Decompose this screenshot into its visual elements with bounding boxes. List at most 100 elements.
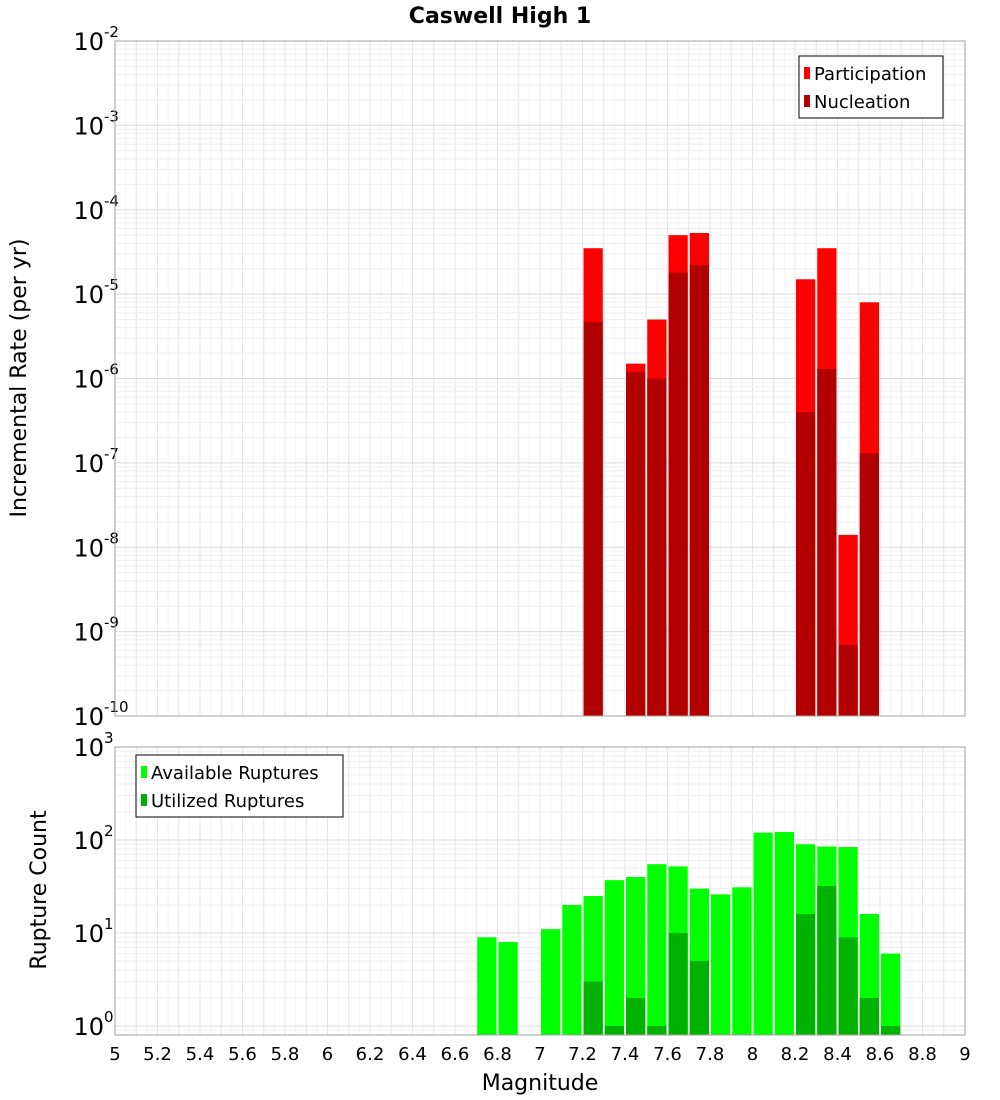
legend-label: Utilized Ruptures	[151, 791, 304, 812]
bar-available-ruptures	[732, 887, 752, 1035]
y-tick: 10 0	[73, 1008, 113, 1041]
x-tick-label: 5.2	[143, 1044, 172, 1065]
y-tick-exponent: 0	[104, 1008, 114, 1026]
bar-available-ruptures	[753, 832, 773, 1035]
bar-utilized-ruptures	[796, 914, 816, 1035]
top-bars	[583, 233, 879, 717]
x-tick-label: 7	[534, 1044, 545, 1065]
bar-utilized-ruptures	[668, 932, 688, 1035]
y-tick: 10 3	[73, 729, 113, 762]
y-tick: 10 -7	[73, 445, 119, 478]
y-tick-base: 10	[73, 1013, 104, 1041]
y-tick-base: 10	[73, 28, 104, 56]
chart-title: Caswell High 1	[409, 4, 591, 29]
x-tick-label: 6.4	[398, 1044, 427, 1065]
x-tick-label: 5.8	[271, 1044, 300, 1065]
y-tick-exponent: -2	[104, 23, 119, 41]
y-tick-base: 10	[73, 827, 104, 855]
y-tick-base: 10	[73, 197, 104, 225]
bar-utilized-ruptures	[881, 1025, 901, 1035]
x-tick-label: 6	[322, 1044, 333, 1065]
y-tick-exponent: -9	[104, 614, 119, 632]
x-tick-label: 8.6	[866, 1044, 895, 1065]
y-tick: 10 -5	[73, 276, 119, 309]
y-tick: 10 -10	[73, 698, 128, 731]
y-tick-base: 10	[73, 703, 104, 731]
y-tick-base: 10	[73, 534, 104, 562]
bar-nucleation	[817, 368, 837, 716]
legend-label: Nucleation	[814, 92, 910, 113]
top-y-axis-label: Incremental Rate (per yr)	[7, 239, 32, 518]
x-tick-label: 7.8	[696, 1044, 725, 1065]
bar-available-ruptures	[774, 831, 794, 1035]
y-tick-exponent: 1	[104, 915, 114, 933]
legend-box	[798, 55, 944, 119]
y-tick-base: 10	[73, 619, 104, 647]
y-tick-exponent: -3	[104, 107, 119, 125]
x-tick-label: 7.4	[611, 1044, 640, 1065]
bar-nucleation	[668, 272, 688, 716]
y-tick-base: 10	[73, 366, 104, 394]
y-tick-base: 10	[73, 281, 104, 309]
y-tick: 10 -8	[73, 529, 119, 562]
bar-utilized-ruptures	[689, 960, 709, 1035]
y-tick: 10 -9	[73, 614, 119, 647]
bar-utilized-ruptures	[647, 1025, 667, 1035]
y-tick: 10 -4	[73, 192, 119, 225]
bar-utilized-ruptures	[838, 937, 858, 1035]
x-tick-label: 6.8	[483, 1044, 512, 1065]
legend-swatch-participation	[804, 67, 810, 79]
bar-utilized-ruptures	[626, 997, 646, 1035]
legend-box	[135, 754, 344, 818]
x-tick-label: 7.2	[568, 1044, 597, 1065]
y-tick-exponent: -7	[104, 445, 119, 463]
legend-label: Available Ruptures	[151, 763, 319, 784]
bar-available-ruptures	[711, 894, 731, 1035]
x-ticks: 5 5.2 5.4 5.6 5.8 6 6.2 6.4 6.6 6.8 7 7.2 7.4 7.6 7.8 8…	[109, 1044, 970, 1065]
y-tick: 10 2	[73, 822, 113, 855]
y-tick-exponent: -5	[104, 276, 119, 294]
x-tick-label: 6.6	[441, 1044, 470, 1065]
bar-available-ruptures	[881, 953, 901, 1035]
bar-nucleation	[859, 453, 879, 716]
bottom-y-axis-label: Rupture Count	[27, 810, 52, 970]
top-grid	[114, 40, 966, 717]
x-tick-label: 5.4	[186, 1044, 215, 1065]
bar-utilized-ruptures	[604, 1025, 624, 1035]
bar-nucleation	[838, 644, 858, 716]
legend-swatch-available-ruptures	[141, 766, 147, 778]
bar-available-ruptures	[562, 904, 582, 1035]
y-tick-base: 10	[73, 112, 104, 140]
x-axis-label: Magnitude	[482, 1071, 599, 1096]
legend-swatch-utilized-ruptures	[141, 794, 147, 806]
bottom-plot-frame	[114, 746, 966, 1036]
bar-nucleation	[796, 412, 816, 716]
bottom-bars	[477, 831, 901, 1035]
y-tick: 10 -6	[73, 361, 119, 394]
bar-available-ruptures	[647, 864, 667, 1035]
top-legend: Participation Nucleation	[798, 55, 944, 119]
y-tick-base: 10	[73, 734, 104, 762]
y-tick-exponent: -10	[104, 698, 129, 716]
legend-swatch-nucleation	[804, 95, 810, 107]
y-tick-exponent: 3	[104, 729, 114, 747]
x-tick-label: 8	[747, 1044, 758, 1065]
x-tick-label: 8.4	[823, 1044, 852, 1065]
y-tick-exponent: -6	[104, 361, 119, 379]
x-tick-label: 7.6	[653, 1044, 682, 1065]
x-tick-label: 5.6	[228, 1044, 257, 1065]
bar-nucleation	[626, 371, 646, 716]
x-tick-label: 5	[109, 1044, 120, 1065]
y-tick-base: 10	[73, 920, 104, 948]
y-tick: 10 -3	[73, 107, 119, 140]
y-tick-exponent: 2	[104, 822, 114, 840]
bar-utilized-ruptures	[859, 997, 879, 1035]
x-tick-label: 8.2	[781, 1044, 810, 1065]
bar-available-ruptures	[541, 929, 561, 1035]
bottom-legend: Available Ruptures Utilized Ruptures	[135, 754, 344, 818]
bar-available-ruptures	[604, 880, 624, 1035]
y-tick: 10 -2	[73, 23, 119, 56]
bar-nucleation	[689, 265, 709, 716]
